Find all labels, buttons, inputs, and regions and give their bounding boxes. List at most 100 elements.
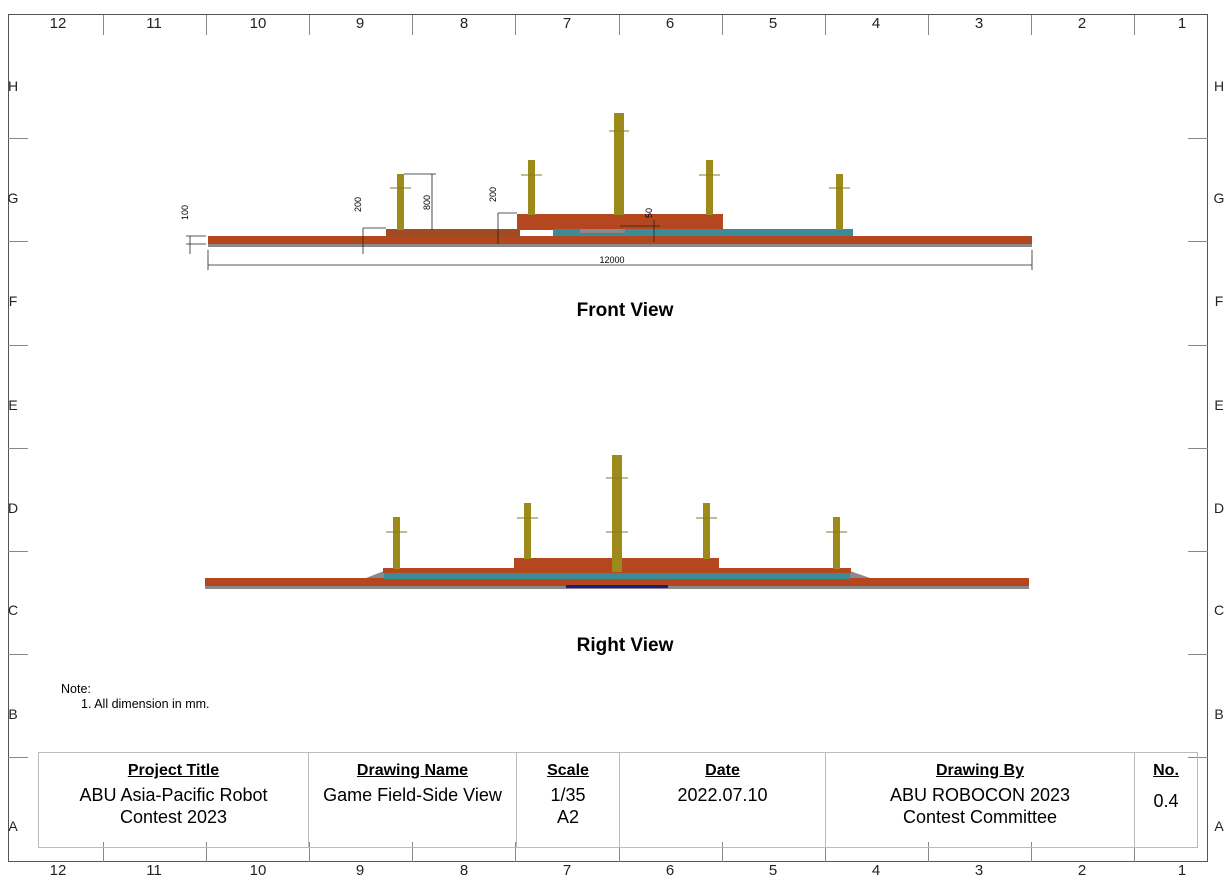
front-upper-platform: [517, 214, 723, 230]
tick: [619, 842, 620, 862]
col-number: 7: [562, 862, 572, 879]
col-number: 5: [768, 15, 778, 32]
col-number: 2: [1077, 15, 1087, 32]
col-number: 7: [562, 15, 572, 32]
col-number: 1: [1177, 862, 1187, 879]
tick: [1134, 842, 1135, 862]
col-number: 8: [459, 862, 469, 879]
col-number: 12: [49, 862, 67, 879]
front-pole: [836, 174, 843, 230]
scale-value-line2: A2: [556, 807, 580, 827]
number-value: 0.4: [1153, 791, 1179, 811]
dim-label-12000: 12000: [599, 255, 624, 265]
col-number: 11: [146, 862, 162, 879]
col-number: 11: [146, 15, 162, 32]
col-number: 9: [355, 15, 365, 32]
front-view-title: Front View: [576, 300, 674, 321]
tick: [309, 15, 310, 35]
sheet-border: [8, 14, 1208, 862]
project-title-value-line2: Contest 2023: [119, 807, 228, 827]
row-letter: H: [1213, 78, 1225, 94]
tick: [206, 842, 207, 862]
front-pole: [706, 160, 713, 215]
tick: [8, 241, 28, 242]
row-letter: E: [8, 397, 18, 413]
col-number: 3: [974, 862, 984, 879]
tick: [8, 138, 28, 139]
col-number: 9: [355, 862, 365, 879]
note-line: 1. All dimension in mm.: [81, 697, 210, 711]
right-view-drawing: [205, 455, 1029, 589]
col-number: 6: [665, 15, 675, 32]
dim-label-50: 50: [644, 208, 654, 218]
row-letter: G: [1213, 190, 1225, 206]
right-navy-bar: [566, 585, 668, 588]
tick: [1031, 842, 1032, 862]
row-letter: D: [1213, 500, 1225, 516]
tick: [825, 842, 826, 862]
front-teal-strip: [553, 229, 853, 236]
front-center-plate: [580, 229, 625, 233]
note-block: Note: 1. All dimension in mm.: [61, 682, 210, 712]
col-number: 4: [871, 15, 881, 32]
front-deck-left: [386, 229, 520, 237]
scale-cell: Scale 1/35 A2: [517, 753, 620, 847]
row-letter: F: [1214, 293, 1224, 309]
tick: [1188, 241, 1208, 242]
dim-label-200: 200: [488, 187, 498, 202]
tick: [412, 842, 413, 862]
right-pole-tall: [612, 455, 622, 572]
right-view-title: Right View: [576, 635, 674, 656]
right-teal-strip: [384, 573, 850, 579]
project-title-label: Project Title: [127, 762, 220, 779]
tick: [928, 842, 929, 862]
tick: [722, 15, 723, 35]
right-pole: [524, 503, 531, 559]
row-letter: F: [8, 293, 18, 309]
title-block: Project Title ABU Asia-Pacific Robot Con…: [38, 752, 1198, 848]
drawing-by-cell: Drawing By ABU ROBOCON 2023 Contest Comm…: [826, 753, 1135, 847]
front-pole-tall: [614, 113, 624, 215]
col-number: 10: [249, 862, 267, 879]
tick: [928, 15, 929, 35]
tick: [1188, 448, 1208, 449]
row-letter: A: [8, 818, 18, 834]
dim-label-100: 100: [180, 205, 190, 220]
col-number: 5: [768, 862, 778, 879]
dim-label-800: 800: [422, 195, 432, 210]
right-floor-slab: [205, 578, 1029, 586]
tick: [309, 842, 310, 862]
front-view-drawing: 100 200 800 200 50 12000: [180, 113, 1033, 270]
row-letter: G: [7, 190, 19, 206]
drawing-name-cell: Drawing Name Game Field-Side View: [309, 753, 517, 847]
scale-label: Scale: [547, 762, 589, 779]
row-letter: E: [1214, 397, 1224, 413]
col-number: 12: [49, 15, 67, 32]
tick: [1031, 15, 1032, 35]
tick: [1134, 15, 1135, 35]
tick: [8, 448, 28, 449]
row-letter: C: [1213, 602, 1225, 618]
tick: [1188, 138, 1208, 139]
date-label: Date: [705, 762, 740, 779]
note-label: Note:: [61, 682, 91, 696]
tick: [1188, 654, 1208, 655]
front-pole: [528, 160, 535, 215]
date-cell: Date 2022.07.10: [620, 753, 826, 847]
row-letter: B: [8, 706, 18, 722]
col-number: 2: [1077, 862, 1087, 879]
tick: [1188, 757, 1208, 758]
col-number: 3: [974, 15, 984, 32]
project-title-value-line1: ABU Asia-Pacific Robot: [79, 785, 268, 805]
drawing-by-label: Drawing By: [935, 762, 1024, 779]
scale-value-line1: 1/35: [550, 785, 586, 805]
col-number: 4: [871, 862, 881, 879]
col-number: 1: [1177, 15, 1187, 32]
front-pole: [397, 174, 404, 230]
number-label: No.: [1153, 762, 1179, 779]
tick: [619, 15, 620, 35]
drawing-name-label: Drawing Name: [356, 762, 469, 779]
tick: [8, 551, 28, 552]
tick: [825, 15, 826, 35]
drawing-name-value: Game Field-Side View: [323, 785, 502, 805]
